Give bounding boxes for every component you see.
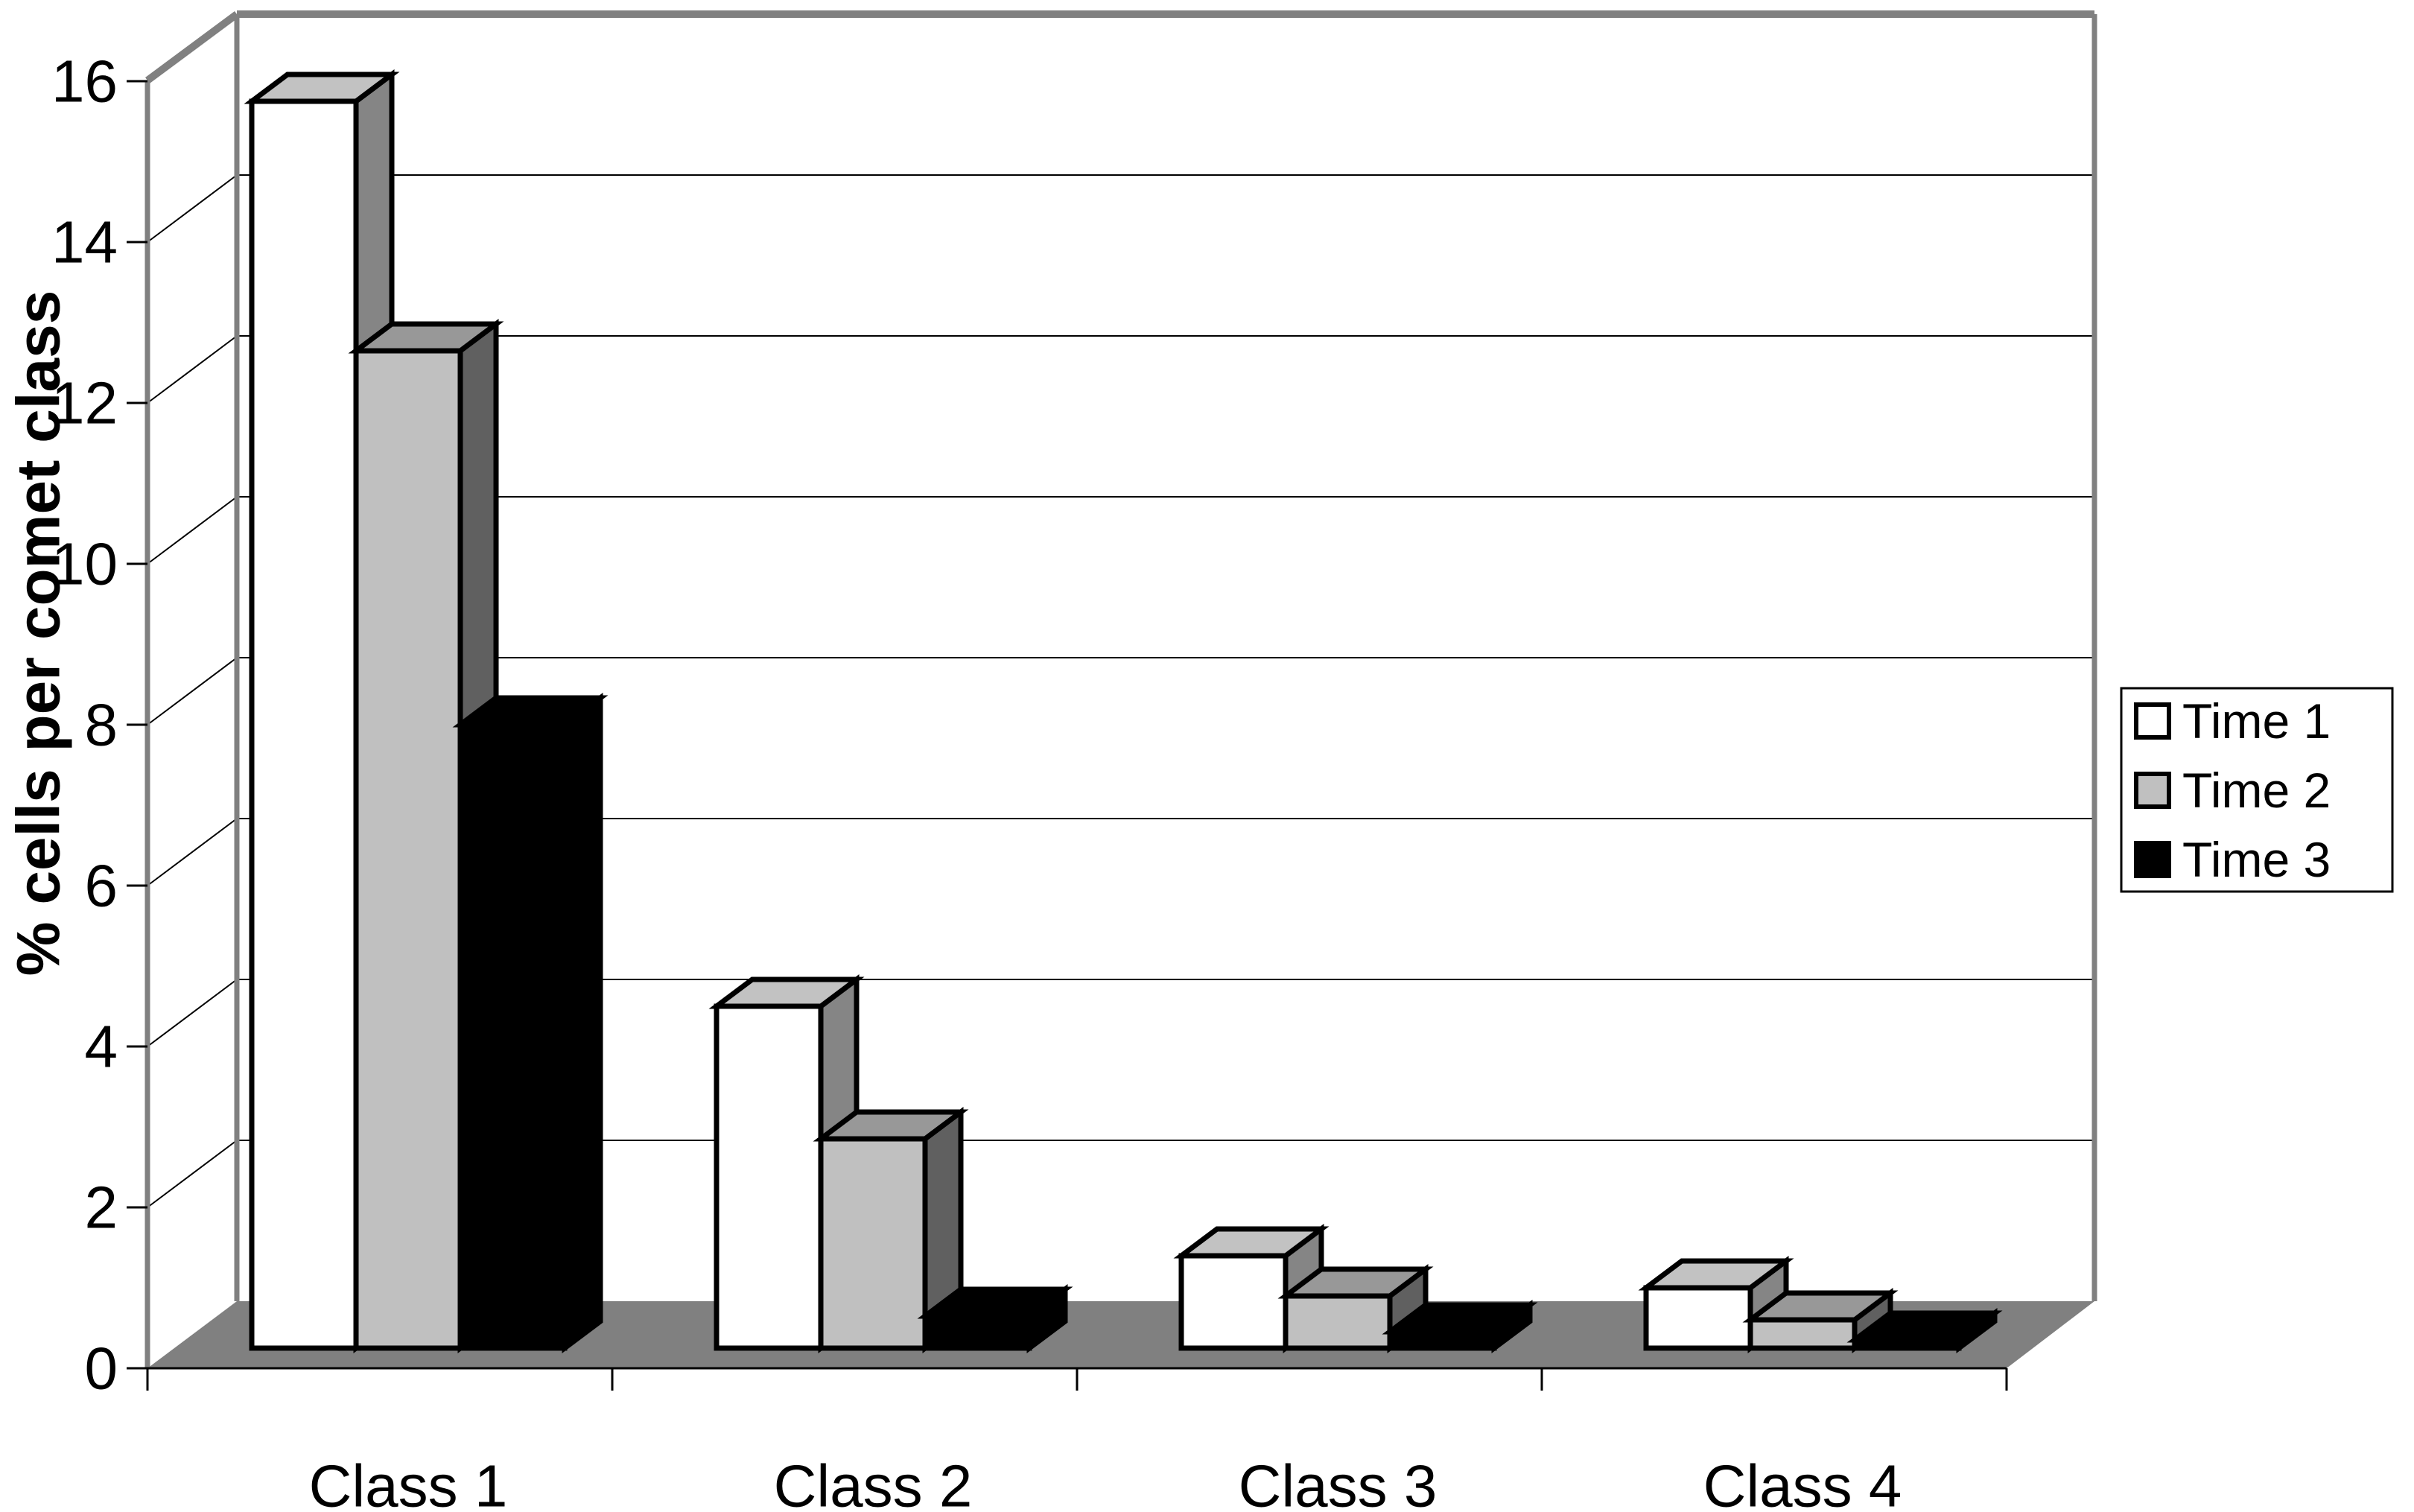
sidewall-gridline — [147, 174, 238, 243]
bar-time-3-class-1-front — [457, 722, 568, 1351]
bar-time-3-class-1-side — [562, 693, 603, 1353]
sidewall-gridline — [147, 657, 238, 725]
sidewall-gridline — [147, 979, 238, 1047]
sidewall-gridline — [147, 496, 238, 565]
bar-time-3-class-3 — [1382, 1300, 1538, 1353]
sidewall-gridline — [147, 335, 238, 404]
bar-time-3-class-2-front — [922, 1313, 1032, 1351]
y-tick-label: 16 — [51, 48, 118, 115]
sidewall-gridline — [147, 818, 238, 886]
bar-time-1-class-4-front — [1643, 1285, 1753, 1351]
bar-time-3-class-3-front — [1387, 1329, 1497, 1351]
category-label: Class 1 — [309, 1453, 508, 1512]
bar-time-2-class-1-front — [353, 348, 463, 1351]
category-label: Class 2 — [774, 1453, 973, 1512]
bar-time-1-class-1-front — [249, 98, 359, 1351]
bar-time-2-class-4 — [1742, 1288, 1899, 1353]
floor — [147, 1301, 2094, 1368]
y-tick-label: 2 — [85, 1175, 118, 1241]
y-tick-label: 14 — [51, 209, 118, 276]
category-label: Class 4 — [1703, 1453, 1902, 1512]
legend-label-time-1: Time 1 — [2182, 693, 2331, 749]
legend-label-time-2: Time 2 — [2182, 763, 2331, 818]
y-tick-label: 4 — [85, 1014, 118, 1080]
y-axis-title: % cells per comet class — [5, 290, 73, 976]
wall-topleft-edge — [145, 10, 239, 84]
legend-label-time-3: Time 3 — [2182, 832, 2331, 887]
bar-time-1-class-2-front — [714, 1003, 824, 1351]
bar-time-2-class-4-front — [1747, 1317, 1858, 1351]
y-tick-label: 12 — [51, 370, 118, 436]
bar-time-3-class-4-front — [1852, 1337, 1962, 1351]
bar-time-1-class-3-front — [1178, 1253, 1289, 1351]
sidewall-gridline — [147, 1140, 238, 1208]
legend-swatch-time-2 — [2134, 772, 2171, 809]
y-tick-label: 10 — [51, 531, 118, 597]
legend-swatch-time-3 — [2134, 841, 2171, 878]
bar-time-2-class-2-front — [818, 1136, 928, 1351]
y-tick-label: 0 — [85, 1335, 118, 1402]
bar-time-2-class-3-front — [1283, 1293, 1393, 1351]
bar-time-3-class-1 — [452, 693, 609, 1353]
y-tick-label: 6 — [85, 853, 118, 919]
category-label: Class 3 — [1239, 1453, 1438, 1512]
bar-time-3-class-2 — [917, 1284, 1073, 1353]
bar-time-3-class-4 — [1846, 1308, 2003, 1353]
legend-swatch-time-1 — [2134, 702, 2171, 740]
y-tick-label: 8 — [85, 692, 118, 758]
bar-time-2-class-2 — [813, 1107, 969, 1353]
